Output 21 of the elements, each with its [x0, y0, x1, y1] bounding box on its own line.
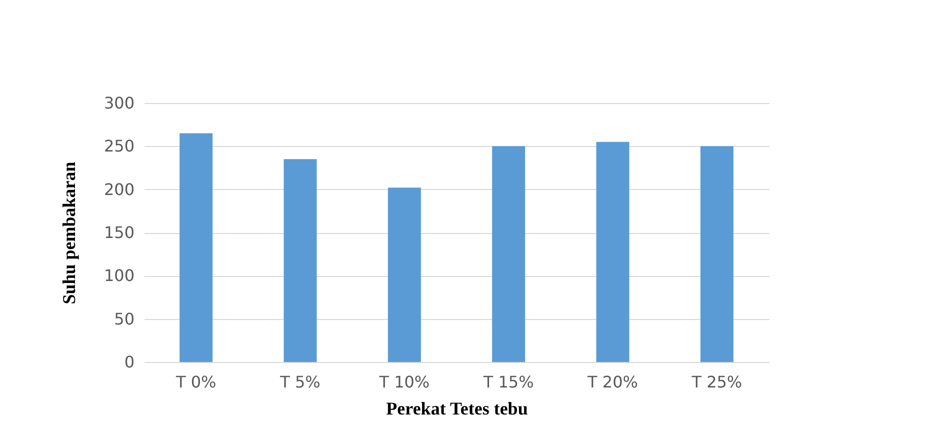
y-tick-label: 250	[104, 136, 134, 156]
y-tick-label: 300	[104, 94, 134, 112]
bar	[388, 188, 421, 362]
bar	[700, 146, 734, 362]
y-tick-label: 0	[124, 352, 134, 372]
y-axis-title: Suhu pembakaran	[58, 162, 79, 304]
y-tick-label: 200	[104, 180, 134, 199]
x-tick-label: T 20%	[586, 372, 638, 392]
x-axis-title: Perekat Tetes tebu	[386, 398, 528, 418]
y-tick-label: 150	[104, 223, 134, 242]
x-tick-label: T 10%	[378, 372, 430, 392]
bar	[284, 159, 317, 362]
x-tick-label: T 0%	[174, 372, 216, 392]
bar	[596, 142, 630, 362]
y-tick-label: 50	[114, 309, 134, 328]
x-tick-label: T 25%	[690, 372, 742, 392]
bar	[180, 133, 213, 362]
bar	[492, 146, 526, 362]
y-tick-label: 100	[104, 266, 134, 286]
x-tick-label: T 15%	[482, 372, 534, 392]
x-tick-label: T 5%	[279, 372, 320, 392]
